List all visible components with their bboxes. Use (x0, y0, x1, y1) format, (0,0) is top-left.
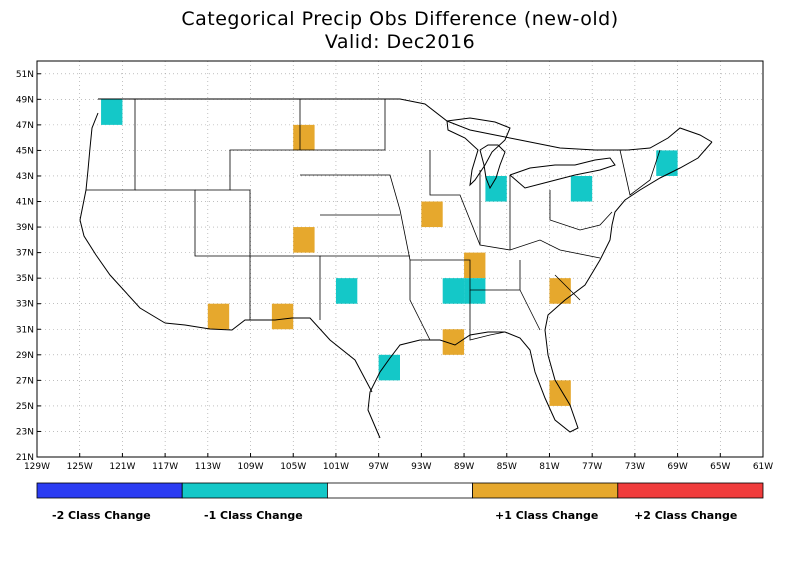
lat-tick-label: 37N (16, 249, 34, 259)
plus-one-class-cell (293, 227, 315, 253)
state-lines (554, 274, 581, 301)
minus-one-class-cell (485, 175, 507, 202)
legend-swatch (472, 482, 619, 499)
map-subtitle: Valid: Dec2016 (324, 31, 476, 53)
plus-one-class-cell (293, 124, 315, 151)
lon-tick-label: 125W (67, 462, 93, 472)
lat-tick-label: 27N (16, 376, 34, 386)
map-frame (36, 60, 764, 458)
plus-one-class-cell (549, 278, 571, 304)
lat-tick-label: 25N (16, 402, 34, 412)
plus-one-class-cell (421, 201, 443, 228)
legend-swatch (181, 482, 328, 499)
state-lines (300, 174, 431, 341)
lon-tick-label: 73W (625, 462, 645, 472)
lon-tick-label: 93W (411, 462, 431, 472)
lon-tick-label: 113W (195, 462, 221, 472)
lat-tick-label: 41N (16, 198, 34, 208)
state-lines (479, 170, 601, 259)
legend-colorbar (36, 482, 764, 499)
lon-tick-label: 117W (152, 462, 178, 472)
map-title: Categorical Precip Obs Difference (new-o… (181, 8, 619, 30)
lon-tick-label: 101W (323, 462, 349, 472)
lon-tick-label: 81W (539, 462, 559, 472)
lon-tick-label: 61W (753, 462, 773, 472)
lat-lon-grid (36, 61, 764, 458)
axis-ticks: 51N 49N 47N 45N 43N 41N 39N 37N 35N 33N 31N 29N 27N 2… (16, 70, 773, 472)
minus-one-class-cell (442, 278, 465, 304)
lat-tick-label: 51N (16, 70, 34, 80)
lat-tick-label: 23N (16, 427, 34, 437)
lake-erie-ontario (509, 157, 616, 189)
lat-tick-label: 31N (16, 325, 34, 335)
state-lines (519, 289, 541, 331)
state-lines (469, 290, 506, 341)
state-lines (619, 149, 661, 196)
lat-tick-label: 43N (16, 172, 34, 182)
legend-label-plus1: +1 Class Change (495, 509, 599, 522)
lat-tick-label: 29N (16, 351, 34, 361)
state-lines (195, 99, 301, 191)
lon-tick-label: 129W (24, 462, 50, 472)
state-lines (135, 189, 251, 320)
minus-one-class-cell (464, 278, 486, 304)
great-lakes (446, 117, 511, 187)
atlantic-coastline (367, 141, 713, 439)
legend-swatch (617, 482, 764, 499)
lon-tick-label: 121W (109, 462, 135, 472)
legend-label-minus1: -1 Class Change (204, 509, 303, 522)
canada-border (98, 98, 713, 151)
legend-swatch (326, 482, 473, 499)
minus-one-class-cell (656, 150, 678, 176)
lat-tick-label: 39N (16, 223, 34, 233)
plus-one-class-cell (207, 303, 230, 330)
lon-tick-label: 65W (710, 462, 730, 472)
lon-tick-label: 105W (280, 462, 306, 472)
lat-tick-label: 33N (16, 300, 34, 310)
minus-one-class-cell (570, 175, 593, 202)
lat-tick-label: 47N (16, 121, 34, 131)
lon-tick-label: 77W (582, 462, 602, 472)
minus-one-class-cell (335, 278, 358, 304)
legend-swatch (36, 482, 183, 499)
lake-michigan (479, 144, 506, 190)
pacific-coastline (79, 112, 166, 324)
difference-cells (101, 99, 678, 406)
us-boundaries (79, 98, 713, 439)
plus-one-class-cell (464, 252, 486, 279)
lon-tick-label: 109W (237, 462, 263, 472)
lon-tick-label: 89W (454, 462, 474, 472)
lat-tick-label: 35N (16, 274, 34, 284)
state-lines (549, 190, 613, 231)
state-lines (230, 189, 321, 320)
lon-tick-label: 85W (497, 462, 517, 472)
state-lines (300, 99, 386, 151)
lon-tick-label: 97W (368, 462, 388, 472)
plus-one-class-cell (442, 329, 465, 355)
minus-one-class-cell (101, 99, 123, 125)
legend-label-minus2: -2 Class Change (52, 509, 151, 522)
lon-tick-label: 69W (667, 462, 687, 472)
state-lines (429, 150, 481, 246)
plus-one-class-cell (549, 380, 571, 406)
plus-one-class-cell (271, 303, 294, 330)
lat-tick-label: 21N (16, 453, 34, 463)
legend-label-plus2: +2 Class Change (634, 509, 738, 522)
mexico-border (164, 317, 373, 393)
lat-tick-label: 45N (16, 146, 34, 156)
lat-tick-label: 49N (16, 95, 34, 105)
minus-one-class-cell (378, 354, 400, 381)
